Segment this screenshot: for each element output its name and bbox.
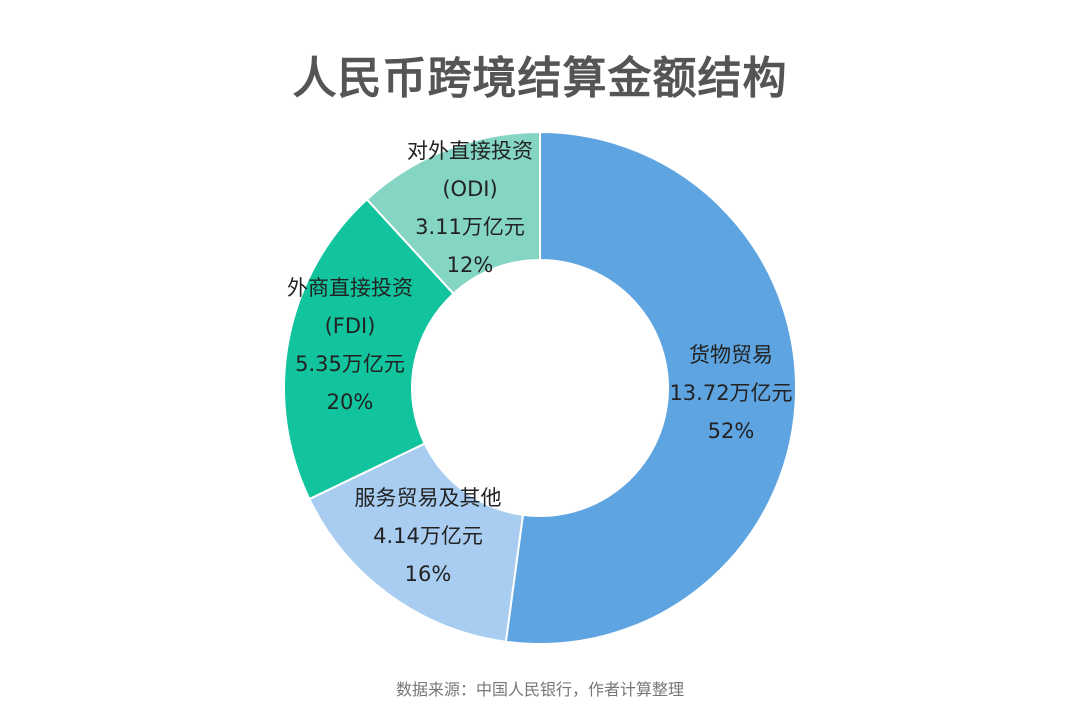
donut-slice-3	[283, 197, 455, 501]
donut-slices	[283, 130, 797, 645]
slice-value-2: 4.14万亿元	[373, 524, 483, 548]
slice-name-1: 货物贸易	[689, 343, 773, 367]
donut-slice-2	[308, 442, 525, 643]
slice-name-3: 外商直接投资	[287, 276, 413, 300]
donut-slice-1	[504, 130, 797, 645]
slice-value-3: 5.35万亿元	[295, 352, 405, 376]
slice-percent-4: 12%	[447, 253, 494, 277]
slice-name-line2-4: (ODI)	[442, 177, 497, 201]
slice-name-4: 对外直接投资	[407, 139, 533, 163]
slice-name-2: 服务贸易及其他	[355, 486, 502, 510]
slice-value-4: 3.11万亿元	[415, 215, 525, 239]
chart-title: 人民币跨境结算金额结构	[292, 53, 788, 104]
slice-percent-3: 20%	[327, 390, 374, 414]
slice-percent-2: 16%	[405, 562, 452, 586]
slice-percent-1: 52%	[708, 419, 755, 443]
slice-name-line2-3: (FDI)	[325, 314, 376, 338]
donut-slice-4	[365, 130, 541, 296]
slice-labels: 货物贸易 13.72万亿元 52% 服务贸易及其他 4.14万亿元 16% 外商直接投资 (F…	[287, 139, 793, 586]
slice-value-1: 13.72万亿元	[669, 381, 792, 405]
source-note: 数据来源：中国人民银行，作者计算整理	[395, 680, 684, 699]
